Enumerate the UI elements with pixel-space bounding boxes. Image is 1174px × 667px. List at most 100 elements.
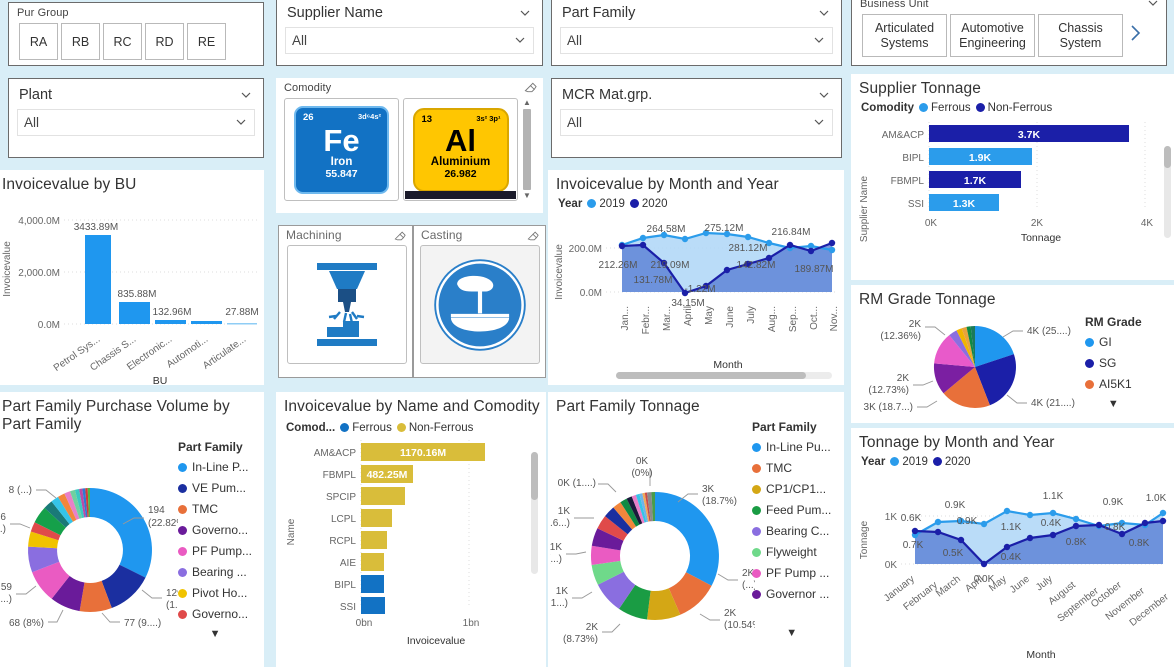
legend-item-governor[interactable]: Governor ... — [752, 587, 831, 601]
legend-more-icon[interactable]: ▼ — [1107, 398, 1119, 410]
tonnage-month-plot[interactable]: Tonnage 1K 0K 0.6K — [851, 468, 1174, 667]
slicer-supplier-name[interactable]: Supplier Name All — [276, 0, 543, 66]
comodity-tile-aluminium[interactable]: 13 3s² 3p¹ Al Aluminium 26.982 — [403, 98, 518, 201]
slice-14[interactable] — [631, 494, 645, 524]
bar-automotive[interactable] — [191, 320, 222, 324]
donut-slices[interactable] — [28, 487, 152, 612]
mcr-select[interactable]: All — [560, 109, 833, 136]
pft-plot[interactable]: 3K (18.7%) 2K (...) 2K (10.54%) 2K (8.73… — [550, 434, 755, 654]
pft-donut[interactable] — [590, 492, 719, 621]
rm-grade-legend[interactable]: RM Grade GI SG AI5K1 ▼ — [1085, 315, 1142, 410]
slice-12[interactable] — [620, 498, 640, 527]
chevron-down-icon[interactable] — [235, 116, 248, 129]
slice-flyweight[interactable] — [591, 560, 624, 585]
bar-fbmpl[interactable] — [929, 170, 1021, 188]
casting-tile[interactable] — [420, 245, 540, 364]
legend-item-2019[interactable]: 2019 — [890, 456, 928, 468]
slice-feed-pump[interactable] — [619, 584, 651, 620]
bar-amacp[interactable] — [929, 124, 1129, 142]
slice-ve-pump[interactable] — [101, 564, 146, 608]
slice-17[interactable] — [642, 492, 650, 522]
slicer-plant[interactable]: Plant All — [8, 78, 264, 158]
legend-item-in-line-pu[interactable]: In-Line Pu... — [752, 440, 831, 454]
slice-bearing-c[interactable] — [597, 571, 636, 609]
slicer-pur-group[interactable]: Pur Group RA RB RC RD RE — [8, 2, 264, 66]
legend-item-governo[interactable]: Governo... — [178, 523, 252, 537]
slice-gi[interactable] — [975, 326, 1014, 367]
legend-item-non-ferrous[interactable]: Non-Ferrous — [975, 102, 1052, 114]
slice-9[interactable] — [966, 326, 976, 367]
legend-item-cp1[interactable]: CP1/CP1... — [752, 482, 831, 496]
slice-14[interactable] — [70, 489, 82, 519]
line-2019[interactable] — [914, 509, 1164, 536]
chevron-down-icon[interactable] — [818, 7, 831, 20]
supplier-name-header[interactable]: Supplier Name — [285, 3, 534, 27]
legend-item-pivot-ho[interactable]: Pivot Ho... — [178, 586, 252, 600]
legend-item-ai5k1[interactable]: AI5K1 — [1085, 377, 1142, 391]
slice-8[interactable] — [961, 326, 975, 367]
slicer-comodity[interactable]: Comodity 26 3d⁶4s² Fe Iron 55.847 — [276, 78, 543, 213]
bu-item-automotive-engineering[interactable]: Automotive Engineering — [950, 14, 1035, 57]
slice-18[interactable] — [85, 488, 89, 518]
slice-bearing[interactable] — [28, 546, 60, 573]
comodity-scrollbar[interactable]: ▲ ▼ — [522, 98, 532, 201]
slice-12[interactable] — [58, 493, 77, 522]
legend-more-icon[interactable]: ▼ — [209, 628, 221, 640]
scroll-up-icon[interactable]: ▲ — [523, 98, 531, 107]
chevron-down-icon[interactable] — [514, 34, 527, 47]
slice-pf-pump[interactable] — [590, 545, 621, 565]
bar-bipl[interactable] — [361, 574, 384, 593]
legend-item-pf-pump[interactable]: PF Pump ... — [752, 566, 831, 580]
legend-item-gi[interactable]: GI — [1085, 335, 1142, 349]
chevron-down-icon[interactable] — [519, 7, 532, 20]
supplier-tonnage-scrollbar[interactable] — [1164, 146, 1171, 238]
scroll-thumb[interactable] — [523, 109, 531, 190]
ivnc-scrollbar[interactable] — [531, 452, 538, 574]
slice-pivot[interactable] — [28, 531, 59, 549]
eraser-icon[interactable] — [527, 229, 540, 242]
slice-governor[interactable] — [51, 576, 85, 612]
pft-legend[interactable]: Part Family In-Line Pu... TMC CP1/CP1...… — [752, 420, 831, 639]
bu-item-chassis-system[interactable]: Chassis System — [1038, 14, 1123, 57]
slice-cp1[interactable] — [647, 588, 681, 621]
legend-item-2020[interactable]: 2020 — [932, 456, 971, 468]
bar-ssi[interactable] — [361, 596, 385, 614]
plant-select[interactable]: All — [17, 109, 255, 136]
bar-ssi[interactable] — [929, 193, 999, 211]
legend-item-pf-pump[interactable]: PF Pump... — [178, 544, 252, 558]
comodity-tile-iron[interactable]: 26 3d⁶4s² Fe Iron 55.847 — [284, 98, 399, 201]
part-family-header[interactable]: Part Family — [560, 3, 833, 27]
bar-articulated[interactable] — [227, 322, 257, 325]
slice-9[interactable] — [34, 507, 66, 536]
chevron-down-icon[interactable] — [240, 89, 253, 102]
ivnc-legend[interactable]: Comod... Ferrous Non-Ferrous — [276, 416, 546, 434]
legend-item-2019[interactable]: 2019 — [587, 198, 625, 210]
slice-13[interactable] — [626, 496, 643, 525]
invoicevalue-month-plot[interactable]: Invoicevalue 200.0M 0.0M — [548, 210, 844, 385]
chevron-down-icon[interactable] — [818, 89, 831, 102]
slicer-machining[interactable]: Machining — [278, 225, 413, 378]
slice-11[interactable] — [613, 502, 637, 530]
slice-10[interactable] — [605, 507, 633, 535]
supplier-tonnage-legend[interactable]: Comodity Ferrous Non-Ferrous — [851, 98, 1174, 114]
slicer-mcr-mat-grp[interactable]: MCR Mat.grp. All — [551, 78, 842, 158]
invoicevalue-month-legend[interactable]: Year 2019 2020 — [548, 194, 844, 210]
chevron-down-icon[interactable] — [813, 116, 826, 129]
ivnc-plot[interactable]: Name 1170.16M 482.25M AM&ACP FBMPL SPCIP… — [276, 434, 546, 649]
chevron-down-icon[interactable] — [813, 34, 826, 47]
eraser-icon[interactable] — [524, 81, 537, 94]
slice-17[interactable] — [82, 488, 88, 518]
slice-10[interactable] — [44, 501, 70, 528]
slice-16[interactable] — [79, 488, 86, 518]
bar-spcip[interactable] — [361, 486, 405, 505]
slice-18[interactable] — [644, 492, 651, 522]
slice-ai5k1[interactable] — [943, 367, 990, 408]
bar-chassis-system[interactable] — [119, 301, 150, 324]
slice-in-line-p[interactable] — [90, 488, 152, 578]
bar-rcpl[interactable] — [361, 530, 387, 549]
legend-item-bearing-c[interactable]: Bearing C... — [752, 524, 831, 538]
legend-item-tmc[interactable]: TMC — [178, 502, 252, 516]
slice-7[interactable] — [956, 328, 976, 367]
slice-11[interactable] — [51, 496, 74, 525]
chevron-right-icon[interactable] — [1128, 23, 1142, 48]
